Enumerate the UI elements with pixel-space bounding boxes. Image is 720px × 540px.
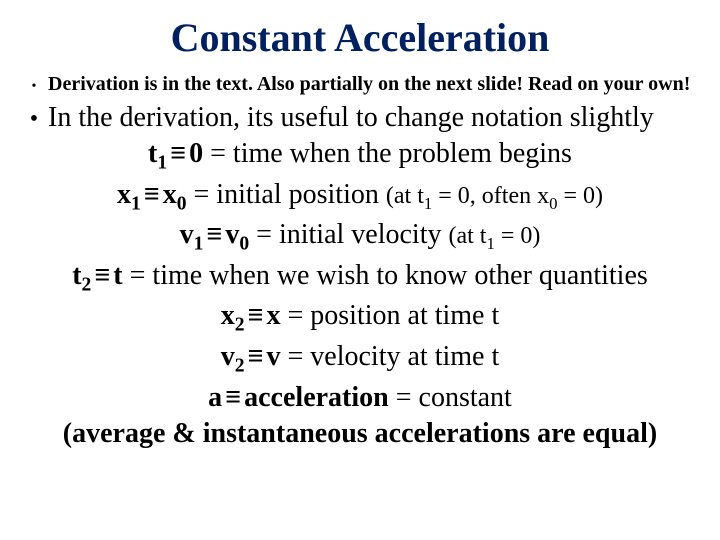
bullet-small-text: Derivation is in the text. Also partiall… bbox=[48, 73, 690, 96]
bullet-big-text: In the derivation, its useful to change … bbox=[48, 102, 654, 134]
bullet-dot-icon: • bbox=[20, 102, 48, 133]
bullet-big-row: • In the derivation, its useful to chang… bbox=[20, 102, 700, 134]
slide: Constant Acceleration • Derivation is in… bbox=[0, 0, 720, 540]
def-line-v2: v2≡v = velocity at time t bbox=[20, 341, 700, 378]
def-line-t2: t2≡t = time when we wish to know other q… bbox=[20, 260, 700, 297]
def-line-x1: x1≡x0 = initial position (at t1 = 0, oft… bbox=[20, 179, 700, 216]
def-line-v1: v1≡v0 = initial velocity (at t1 = 0) bbox=[20, 219, 700, 256]
final-line: (average & instantaneous accelerations a… bbox=[20, 418, 700, 450]
bullet-dot-icon: • bbox=[20, 73, 48, 95]
slide-title: Constant Acceleration bbox=[20, 14, 700, 61]
def-line-t1: t1≡0 = time when the problem begins bbox=[20, 138, 700, 175]
bullet-small-row: • Derivation is in the text. Also partia… bbox=[20, 73, 700, 96]
def-line-x2: x2≡x = position at time t bbox=[20, 300, 700, 337]
def-line-a: a≡acceleration = constant bbox=[20, 382, 700, 414]
